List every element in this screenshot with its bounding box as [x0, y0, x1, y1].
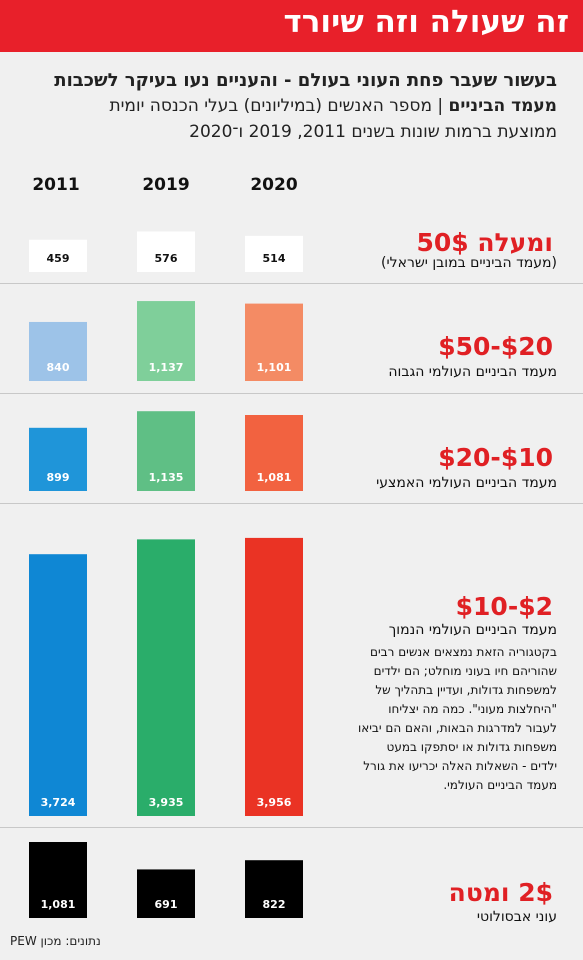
bar-10-20-2019: [137, 411, 195, 491]
bar-value-label-20-50-2019: 1,137: [149, 361, 184, 374]
bar-10-20-2020: [245, 415, 303, 491]
bar-2-10-2011: [29, 554, 87, 816]
row-separator: [0, 827, 583, 828]
category-title-50-plus: ומעלה 50$: [416, 228, 553, 257]
bar-20-50-2020: [245, 303, 303, 381]
row-separator: [0, 283, 583, 284]
bar-2-and-below-2019: [137, 869, 195, 918]
bar-value-label-2-and-below-2011: 1,081: [41, 898, 76, 911]
category-title-2-10: $2-$10: [455, 592, 553, 621]
category-title-20-50: $20-$50: [438, 332, 553, 361]
bar-value-label-20-50-2020: 1,101: [257, 361, 292, 374]
category-subtitle-10-20: מעמד הביניים העולמי האמצעי: [376, 475, 557, 491]
header-title: זה שעולה וזה שיורד: [283, 4, 569, 40]
bar-50-plus-2019: [137, 231, 195, 272]
year-label-2011: 2011: [32, 175, 80, 195]
subtitle-line3: ממוצעת ברמות שונות בשנים 2011, 2019 ו־20…: [189, 122, 557, 142]
category-subtitle-2-10: מעמד הביניים העולמי הנמוך: [388, 622, 557, 638]
subtitle-line2-rest: | מספר האנשים (במיליונים) בעלי הכנסה יומ…: [109, 96, 449, 116]
category-subtitle-2-and-below: עוני אבסולוטי: [476, 909, 557, 925]
row-separator: [0, 503, 583, 504]
bar-value-label-2-and-below-2019: 691: [155, 898, 178, 911]
row-separator: [0, 393, 583, 394]
bar-10-20-2011: [29, 427, 87, 491]
bar-value-label-10-20-2011: 899: [47, 471, 70, 484]
subtitle-line2: מעמד הביניים | מספר האנשים (במיליונים) ב…: [109, 96, 557, 116]
bar-value-label-20-50-2011: 840: [47, 361, 70, 374]
category-note-2-10: בקטגוריה הזאת נמצאים אנשים רבים שהוריהם …: [357, 645, 557, 792]
bar-50-plus-2020: [245, 235, 303, 272]
bar-2-and-below-2011: [29, 842, 87, 918]
bar-2-and-below-2020: [245, 860, 303, 918]
bar-20-50-2011: [29, 321, 87, 381]
category-title-10-20: $10-$20: [438, 443, 553, 472]
subtitle-line1: בעשור שעבר פחת העוני בעולם - והעניים נעו…: [54, 70, 557, 91]
category-subtitle-20-50: מעמד הביניים העולמי הגבוה: [388, 364, 557, 380]
bar-value-label-10-20-2020: 1,081: [257, 471, 292, 484]
bar-value-label-2-and-below-2020: 822: [263, 898, 286, 911]
bar-value-label-50-plus-2020: 514: [263, 252, 286, 265]
bar-value-label-2-10-2020: 3,956: [257, 796, 292, 809]
year-label-2019: 2019: [142, 175, 190, 195]
bar-20-50-2019: [137, 301, 195, 381]
source-credit: נתונים: מכון PEW: [10, 934, 101, 948]
subtitle-line2-bold: מעמד הביניים: [448, 96, 557, 116]
category-subtitle-50-plus: (מעמד הביניים במובן ישראלי): [381, 255, 557, 271]
category-title-2-and-below: 2$ ומטה: [448, 878, 553, 907]
bar-2-10-2020: [245, 537, 303, 816]
bar-value-label-2-10-2019: 3,935: [149, 796, 184, 809]
bar-2-10-2019: [137, 539, 195, 816]
bar-value-label-50-plus-2019: 576: [155, 252, 178, 265]
year-label-2020: 2020: [250, 175, 298, 195]
bar-value-label-2-10-2011: 3,724: [41, 796, 76, 809]
header-bar: זה שעולה וזה שיורד: [0, 0, 583, 52]
bar-value-label-50-plus-2011: 459: [47, 252, 70, 265]
bar-50-plus-2011: [29, 239, 87, 272]
bar-value-label-10-20-2019: 1,135: [149, 471, 184, 484]
